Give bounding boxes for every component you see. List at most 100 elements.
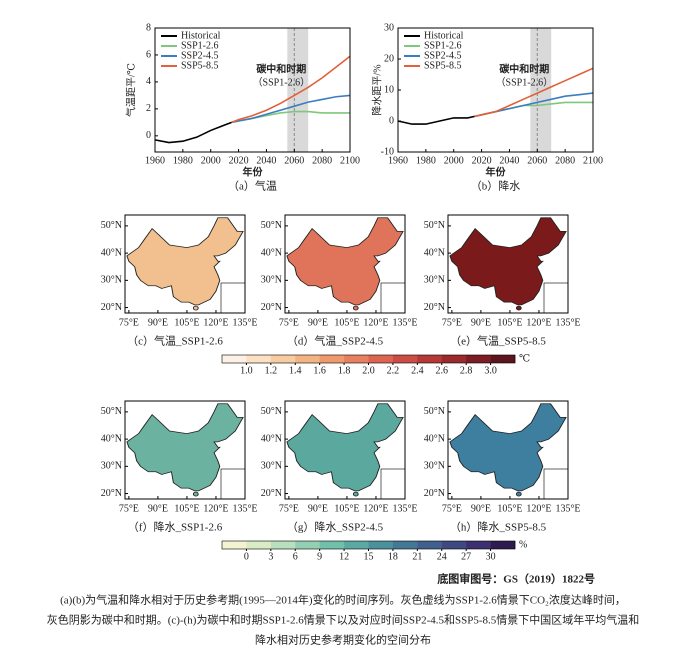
x-tick-label: 135°E: [392, 317, 417, 328]
y-tick-label: 20°N: [424, 302, 445, 313]
x-tick-label: 135°E: [555, 503, 580, 514]
colorbar-cell: [246, 355, 272, 363]
y-tick-label: 10: [384, 84, 394, 95]
colorbar-unit: %: [519, 539, 527, 550]
colorbar-tick-label: 9: [317, 551, 322, 562]
y-tick-label: 30°N: [101, 275, 122, 286]
colorbar-tick-label: 3: [268, 551, 273, 562]
x-tick-label: 120°E: [363, 317, 388, 328]
legend-label: SSP5-8.5: [181, 60, 219, 71]
x-tick-label: 2000: [201, 155, 221, 166]
map-frame: [284, 214, 406, 314]
map-frame: [447, 400, 569, 500]
colorbar-unit: ℃: [519, 353, 530, 364]
colorbar-cell: [270, 541, 296, 549]
colorbar-cell: [344, 355, 369, 363]
map-frame: [447, 214, 569, 314]
x-tick-label: 105°E: [497, 317, 522, 328]
annotation: （SSP1-2.6）: [253, 76, 311, 88]
y-tick-label: 20°N: [101, 302, 122, 313]
y-tick-label: 20°N: [424, 488, 445, 499]
y-axis-label: 降水距平/%: [370, 64, 383, 115]
colorbar-cell: [490, 541, 516, 549]
colorbar-cell: [392, 355, 418, 363]
x-tick-label: 2080: [555, 155, 575, 166]
y-tick-label: 6: [146, 49, 151, 60]
carbon-neutral-period: [530, 28, 552, 152]
legend-label: SSP1-2.6: [424, 40, 462, 51]
x-tick-label: 105°E: [334, 317, 359, 328]
x-tick-label: 2020: [229, 155, 249, 166]
y-tick-label: 0: [146, 130, 151, 141]
y-tick-label: 20: [384, 53, 394, 64]
annotation: 碳中和时期: [256, 62, 306, 75]
colorbar-tick-label: 12: [339, 551, 349, 562]
x-tick-label: 75°E: [442, 317, 462, 328]
colorbar-tick-label: 27: [461, 551, 471, 562]
carbon-neutral-period: [287, 28, 309, 152]
colorbar-cell: [270, 355, 296, 363]
subcaption: （a）气温: [228, 179, 277, 193]
y-tick-label: 4: [146, 76, 151, 87]
x-tick-label: 105°E: [334, 503, 359, 514]
map-label: （g）降水_SSP2-4.5: [287, 520, 384, 534]
subcaption: （b）降水: [471, 179, 521, 193]
y-tick-label: 8: [146, 22, 151, 33]
x-axis-label: 年份: [243, 165, 264, 178]
colorbar-tick-label: 2.2: [387, 365, 400, 376]
x-tick-label: 90°E: [148, 503, 168, 514]
colorbar-tick-label: 3.0: [484, 365, 497, 376]
legend-label: SSP5-8.5: [424, 60, 462, 71]
map-frame: [284, 400, 406, 500]
map-label: （h）降水_SSP5-8.5: [450, 520, 547, 534]
colorbar-cell: [490, 355, 516, 363]
x-tick-label: 75°E: [442, 503, 462, 514]
x-tick-label: 105°E: [174, 503, 199, 514]
series-line: [231, 94, 351, 124]
colorbar-cell: [417, 355, 443, 363]
x-tick-label: 90°E: [308, 503, 328, 514]
colorbar-cell: [368, 541, 394, 549]
colorbar-cell: [344, 541, 369, 549]
x-tick-label: 120°E: [526, 317, 551, 328]
colorbar-tick-label: 15: [364, 551, 374, 562]
y-tick-label: 40°N: [424, 247, 445, 258]
colorbar-cell: [246, 541, 272, 549]
y-tick-label: 20°N: [101, 488, 122, 499]
colorbar-tick-label: 1.6: [313, 365, 326, 376]
y-axis-label: 气温距平/℃: [124, 63, 137, 117]
y-tick-label: 30°N: [261, 461, 282, 472]
legend-label: SSP2-4.5: [424, 50, 462, 61]
map-label: （d）气温_SSP2-4.5: [287, 334, 384, 348]
x-tick-label: 135°E: [392, 503, 417, 514]
colorbar-cell: [466, 541, 491, 549]
y-tick-label: 50°N: [261, 220, 282, 231]
colorbar-tick-label: 2.0: [362, 365, 375, 376]
x-tick-label: 2080: [312, 155, 332, 166]
colorbar-tick-label: 1.2: [265, 365, 278, 376]
y-tick-label: 20°N: [261, 302, 282, 313]
x-tick-label: 1980: [173, 155, 193, 166]
x-tick-label: 75°E: [119, 503, 139, 514]
colorbar-tick-label: 1.0: [240, 365, 253, 376]
series-line: [154, 121, 232, 144]
inset-box: [380, 282, 406, 314]
colorbar-cell: [392, 541, 418, 549]
inset-box: [220, 282, 246, 314]
colorbar-tick-label: 21: [412, 551, 422, 562]
x-tick-label: 75°E: [279, 503, 299, 514]
x-tick-label: 135°E: [232, 503, 257, 514]
y-tick-label: 40°N: [424, 433, 445, 444]
map-frame: [124, 214, 246, 314]
caption-line: (a)(b)为气温和降水相对于历史参考期(1995—2014年)变化的时间序列。…: [60, 593, 626, 607]
colorbar-cell: [441, 355, 467, 363]
map-label: （e）气温_SSP5-8.5: [450, 334, 546, 348]
y-tick-label: 30°N: [261, 275, 282, 286]
inset-box: [543, 468, 569, 500]
colorbar-tick-label: 2.6: [436, 365, 449, 376]
x-tick-label: 1980: [416, 155, 436, 166]
x-tick-label: 90°E: [148, 317, 168, 328]
colorbar-cell: [295, 541, 320, 549]
inset-box: [543, 282, 569, 314]
